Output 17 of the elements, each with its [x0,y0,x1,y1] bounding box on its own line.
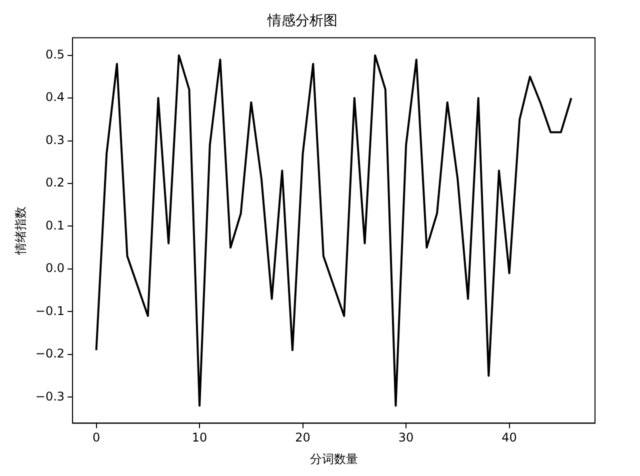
y-tick-label: 0.1 [45,218,65,232]
x-axis-title: 分词数量 [310,452,358,466]
x-tick-label: 40 [502,430,517,445]
y-tick-label: 0.2 [45,176,65,190]
y-tick-label: −0.1 [35,304,65,318]
y-tick-label: 0.3 [45,132,65,147]
x-tick-label: 0 [92,430,100,445]
x-tick-label: 20 [295,430,310,445]
x-tick-label: 10 [192,430,208,445]
y-tick-label: 0.0 [45,261,65,276]
y-tick-label: −0.2 [35,346,65,361]
x-tick-label: 30 [398,430,414,445]
chart-title: 情感分析图 [266,13,338,30]
y-tick-label: 0.5 [45,47,65,62]
y-axis-title: 情绪指数 [13,206,28,256]
y-tick-label: −0.3 [35,389,65,404]
y-tick-label: 0.4 [45,90,65,104]
